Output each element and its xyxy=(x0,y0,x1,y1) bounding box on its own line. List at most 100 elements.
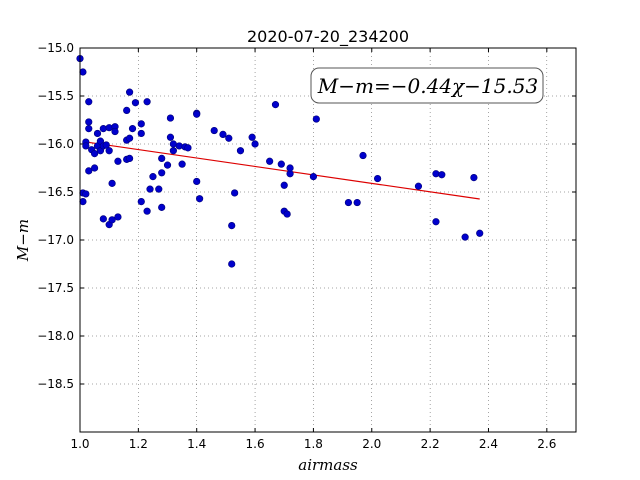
data-point xyxy=(158,203,166,211)
data-point xyxy=(251,140,259,148)
x-tick-label: 1.6 xyxy=(246,437,265,451)
data-point xyxy=(196,195,204,203)
data-point xyxy=(105,124,113,132)
data-point xyxy=(231,189,239,197)
data-point xyxy=(85,98,93,106)
data-point xyxy=(286,164,294,172)
data-point xyxy=(236,147,245,155)
data-point xyxy=(184,144,192,152)
data-point xyxy=(219,130,227,138)
data-point xyxy=(438,171,446,179)
y-tick-label: −17.5 xyxy=(37,281,74,295)
data-point xyxy=(79,198,87,206)
data-point xyxy=(283,210,291,218)
data-point xyxy=(225,134,233,142)
x-tick-label: 2.0 xyxy=(362,437,381,451)
y-tick-label: −15.0 xyxy=(37,41,74,55)
x-tick-label: 1.8 xyxy=(304,437,323,451)
data-point xyxy=(414,182,423,190)
data-point xyxy=(137,120,145,128)
data-point xyxy=(248,133,256,141)
data-point xyxy=(93,129,102,138)
grid-lines xyxy=(79,47,576,432)
data-point xyxy=(99,125,107,133)
data-point xyxy=(432,170,440,178)
data-points xyxy=(76,54,484,268)
data-point xyxy=(114,157,122,165)
data-point xyxy=(155,185,163,193)
x-axis-label: airmass xyxy=(298,456,358,474)
data-point xyxy=(470,174,478,182)
fit-line xyxy=(82,140,480,200)
data-point xyxy=(476,229,484,237)
data-point xyxy=(228,222,236,230)
data-point xyxy=(90,164,99,172)
data-point xyxy=(193,110,201,118)
y-tick-label: −16.5 xyxy=(37,185,74,199)
data-point xyxy=(102,141,110,149)
data-point xyxy=(79,68,87,76)
data-point xyxy=(108,179,116,187)
data-point xyxy=(461,233,469,241)
data-point xyxy=(90,150,99,158)
data-point xyxy=(166,114,175,122)
data-point xyxy=(344,198,353,207)
x-tick-label: 1.0 xyxy=(70,437,89,451)
data-point xyxy=(111,127,119,136)
plot-frame xyxy=(79,47,577,433)
data-point xyxy=(137,198,145,206)
data-point xyxy=(178,160,186,168)
data-point xyxy=(143,207,151,215)
fit-annotation: M−m=−0.44χ−15.53 xyxy=(310,67,544,104)
data-point xyxy=(359,151,367,160)
data-point xyxy=(114,213,122,221)
y-axis-ticks: −15.0 −15.5 −16.0 −16.5 −17.0 −17.5 −18.0 −18.5 xyxy=(37,41,576,391)
data-point xyxy=(128,125,137,133)
data-point xyxy=(271,101,280,109)
annotation-text: M−m=−0.44χ−15.53 xyxy=(317,74,538,98)
y-tick-label: −16.0 xyxy=(37,137,74,151)
x-tick-label: 2.2 xyxy=(421,437,440,451)
data-point xyxy=(149,173,157,181)
data-point xyxy=(146,185,154,193)
y-tick-label: −15.5 xyxy=(37,89,74,103)
fit-line-group xyxy=(82,140,480,200)
data-point xyxy=(85,118,93,126)
data-point xyxy=(169,147,177,155)
data-point xyxy=(432,218,440,226)
data-point xyxy=(193,177,201,186)
x-tick-label: 1.2 xyxy=(129,437,148,451)
data-point xyxy=(108,216,116,224)
data-point xyxy=(126,154,134,162)
data-point xyxy=(137,129,145,138)
data-point xyxy=(85,125,93,133)
data-point xyxy=(175,142,183,150)
data-point xyxy=(82,190,90,198)
data-point xyxy=(312,115,320,123)
data-point xyxy=(126,88,134,96)
data-point xyxy=(163,161,172,169)
x-tick-label: 2.4 xyxy=(479,437,498,451)
data-point xyxy=(353,198,361,207)
chart-title: 2020-07-20_234200 xyxy=(247,27,409,47)
data-point xyxy=(309,173,318,181)
data-point xyxy=(228,260,236,268)
data-point xyxy=(123,106,131,114)
data-point xyxy=(266,157,274,165)
data-point xyxy=(105,147,113,155)
y-tick-label: −18.5 xyxy=(37,377,74,391)
x-tick-label: 2.6 xyxy=(537,437,556,451)
data-point xyxy=(158,154,166,162)
data-point xyxy=(277,160,285,168)
data-point xyxy=(280,181,288,189)
y-tick-label: −18.0 xyxy=(37,329,74,343)
data-point xyxy=(210,126,218,135)
y-tick-label: −17.0 xyxy=(37,233,74,247)
data-point xyxy=(143,98,151,106)
data-point xyxy=(158,169,166,177)
x-axis-ticks: 1.0 1.2 1.4 1.6 1.8 2.0 2.2 2.4 2.6 xyxy=(70,48,556,451)
data-point xyxy=(85,167,93,175)
data-point xyxy=(131,99,140,107)
data-point xyxy=(126,134,134,142)
